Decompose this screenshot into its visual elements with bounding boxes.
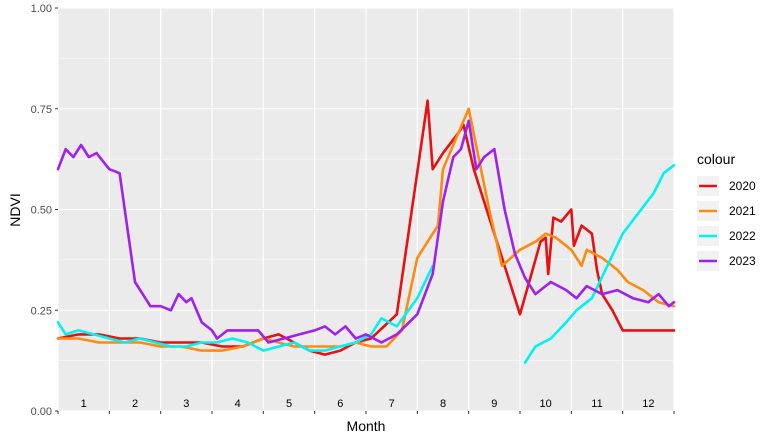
month-label: 1	[81, 398, 87, 410]
month-label: 12	[642, 398, 654, 410]
series-line-2023	[56, 119, 676, 344]
legend-items: 2020 2021 2022 2023	[697, 176, 756, 271]
x-axis-title: Month	[347, 418, 386, 434]
legend-title: colour	[697, 151, 735, 167]
legend-label: 2021	[729, 204, 756, 218]
month-label: 10	[540, 398, 552, 410]
month-label: 3	[183, 398, 189, 410]
month-label: 8	[440, 398, 446, 410]
legend: colour 2020 2021 2022 2023	[697, 151, 756, 271]
month-label: 4	[235, 398, 241, 410]
month-label: 6	[337, 398, 343, 410]
month-label: 11	[591, 398, 602, 410]
y-tick-label: 0.00	[31, 406, 52, 418]
y-tick-label: 0.75	[31, 104, 52, 116]
y-tick-label: 0.25	[31, 305, 52, 317]
month-label: 5	[286, 398, 292, 410]
month-label: 9	[491, 398, 497, 410]
legend-label: 2022	[729, 229, 756, 243]
legend-label: 2023	[729, 254, 756, 268]
legend-label: 2020	[729, 179, 756, 193]
series-line-2022	[523, 163, 676, 364]
y-tick-label: 1.00	[31, 3, 52, 15]
month-label: 7	[389, 398, 395, 410]
month-label: 2	[132, 398, 138, 410]
axis-layer: 0.000.250.500.751.001 2 3 4 5 6 7 8 9 10 11 12	[31, 3, 675, 418]
y-axis-title: NDVI	[7, 193, 23, 226]
y-tick-label: 0.50	[31, 205, 52, 217]
series-layer	[56, 99, 676, 364]
